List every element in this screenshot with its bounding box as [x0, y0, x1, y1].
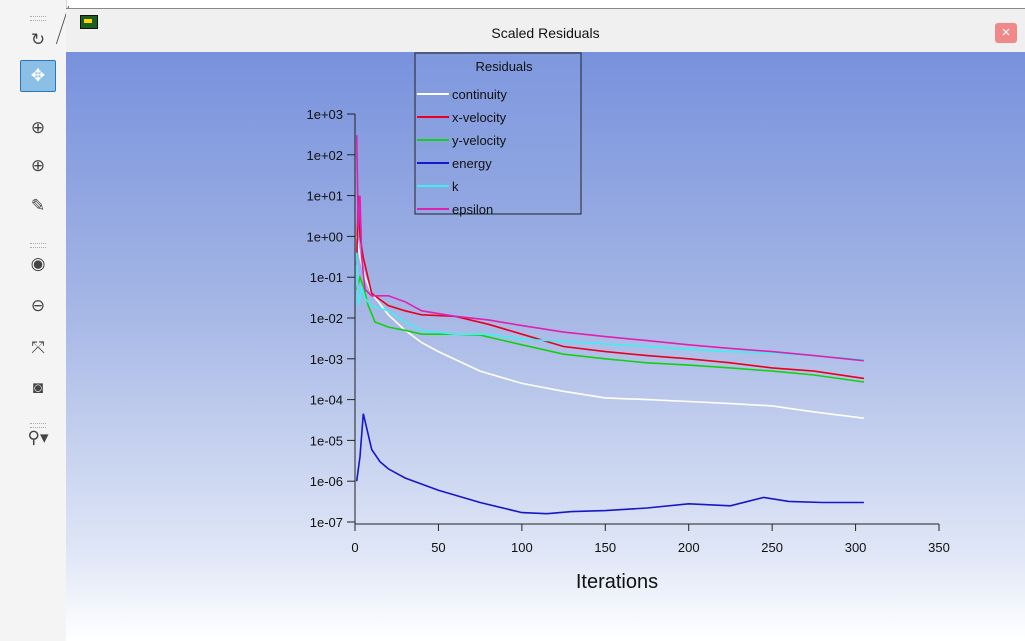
view-options-icon[interactable]: ⚲▾ — [27, 428, 49, 447]
y-tick-label: 1e-06 — [310, 474, 343, 489]
y-tick-label: 1e+00 — [306, 229, 343, 244]
x-tick-label: 100 — [511, 540, 533, 555]
series-line-energy — [355, 413, 864, 515]
x-tick-label: 150 — [594, 540, 616, 555]
probe-icon[interactable]: ✎ — [30, 196, 46, 215]
y-tick-label: 1e-07 — [310, 515, 343, 530]
graphics-toolbar: ↻ ✥ ⊕ ⊕ ✎ ◉ ⊖ ⤧ ◙ ⚲▾ — [0, 0, 67, 641]
rotate-icon[interactable]: ↻ — [30, 30, 46, 49]
x-tick-label: 50 — [431, 540, 445, 555]
window-title: Scaled Residuals — [491, 25, 600, 41]
y-tick-label: 1e-02 — [310, 311, 343, 326]
series-line-k — [355, 252, 864, 361]
x-tick-label: 250 — [761, 540, 783, 555]
pan-icon[interactable]: ✥ — [20, 60, 56, 92]
series-line-continuity — [355, 236, 865, 419]
legend-box — [414, 52, 582, 215]
legend-entry: y-velocity — [452, 133, 507, 148]
legend-entry: continuity — [452, 87, 507, 102]
y-tick-label: 1e+02 — [306, 148, 343, 163]
y-tick-label: 1e-04 — [310, 393, 343, 408]
y-tick-label: 1e+03 — [306, 107, 343, 122]
toolbar-grip[interactable] — [30, 16, 46, 21]
legend-entry: x-velocity — [452, 110, 507, 125]
zoom-plus-icon[interactable]: ⊕ — [30, 156, 46, 175]
y-tick-label: 1e+01 — [306, 189, 343, 204]
legend-entry: k — [452, 179, 459, 194]
window-icon — [80, 15, 98, 29]
x-axis-label: Iterations — [576, 571, 658, 593]
legend-title: Residuals — [475, 59, 533, 74]
toolbar-grip[interactable] — [30, 423, 46, 428]
x-tick-label: 200 — [678, 540, 700, 555]
fit-icon[interactable]: ◉ — [30, 254, 46, 273]
x-tick-label: 0 — [351, 540, 358, 555]
axes-icon[interactable]: ⤧ — [31, 338, 45, 357]
window-titlebar: Scaled Residuals × — [66, 8, 1025, 53]
camera-icon[interactable]: ◙ — [32, 378, 44, 397]
legend-entry: epsilon — [452, 202, 493, 217]
x-tick-label: 350 — [928, 540, 950, 555]
series-line-x-velocity — [355, 195, 865, 380]
x-tick-label: 300 — [845, 540, 867, 555]
plot-background — [66, 52, 1025, 641]
zoom-in-icon[interactable]: ⊕ — [30, 118, 46, 137]
zoom-out-icon[interactable]: ⊖ — [30, 296, 46, 315]
close-button[interactable]: × — [995, 23, 1017, 43]
toolbar-grip[interactable] — [30, 243, 46, 248]
y-tick-label: 1e-01 — [310, 270, 343, 285]
legend-entry: energy — [452, 156, 492, 171]
series-line-epsilon — [355, 135, 864, 362]
y-tick-label: 1e-03 — [310, 352, 343, 367]
y-tick-label: 1e-05 — [310, 433, 343, 448]
series-line-y-velocity — [355, 274, 865, 383]
